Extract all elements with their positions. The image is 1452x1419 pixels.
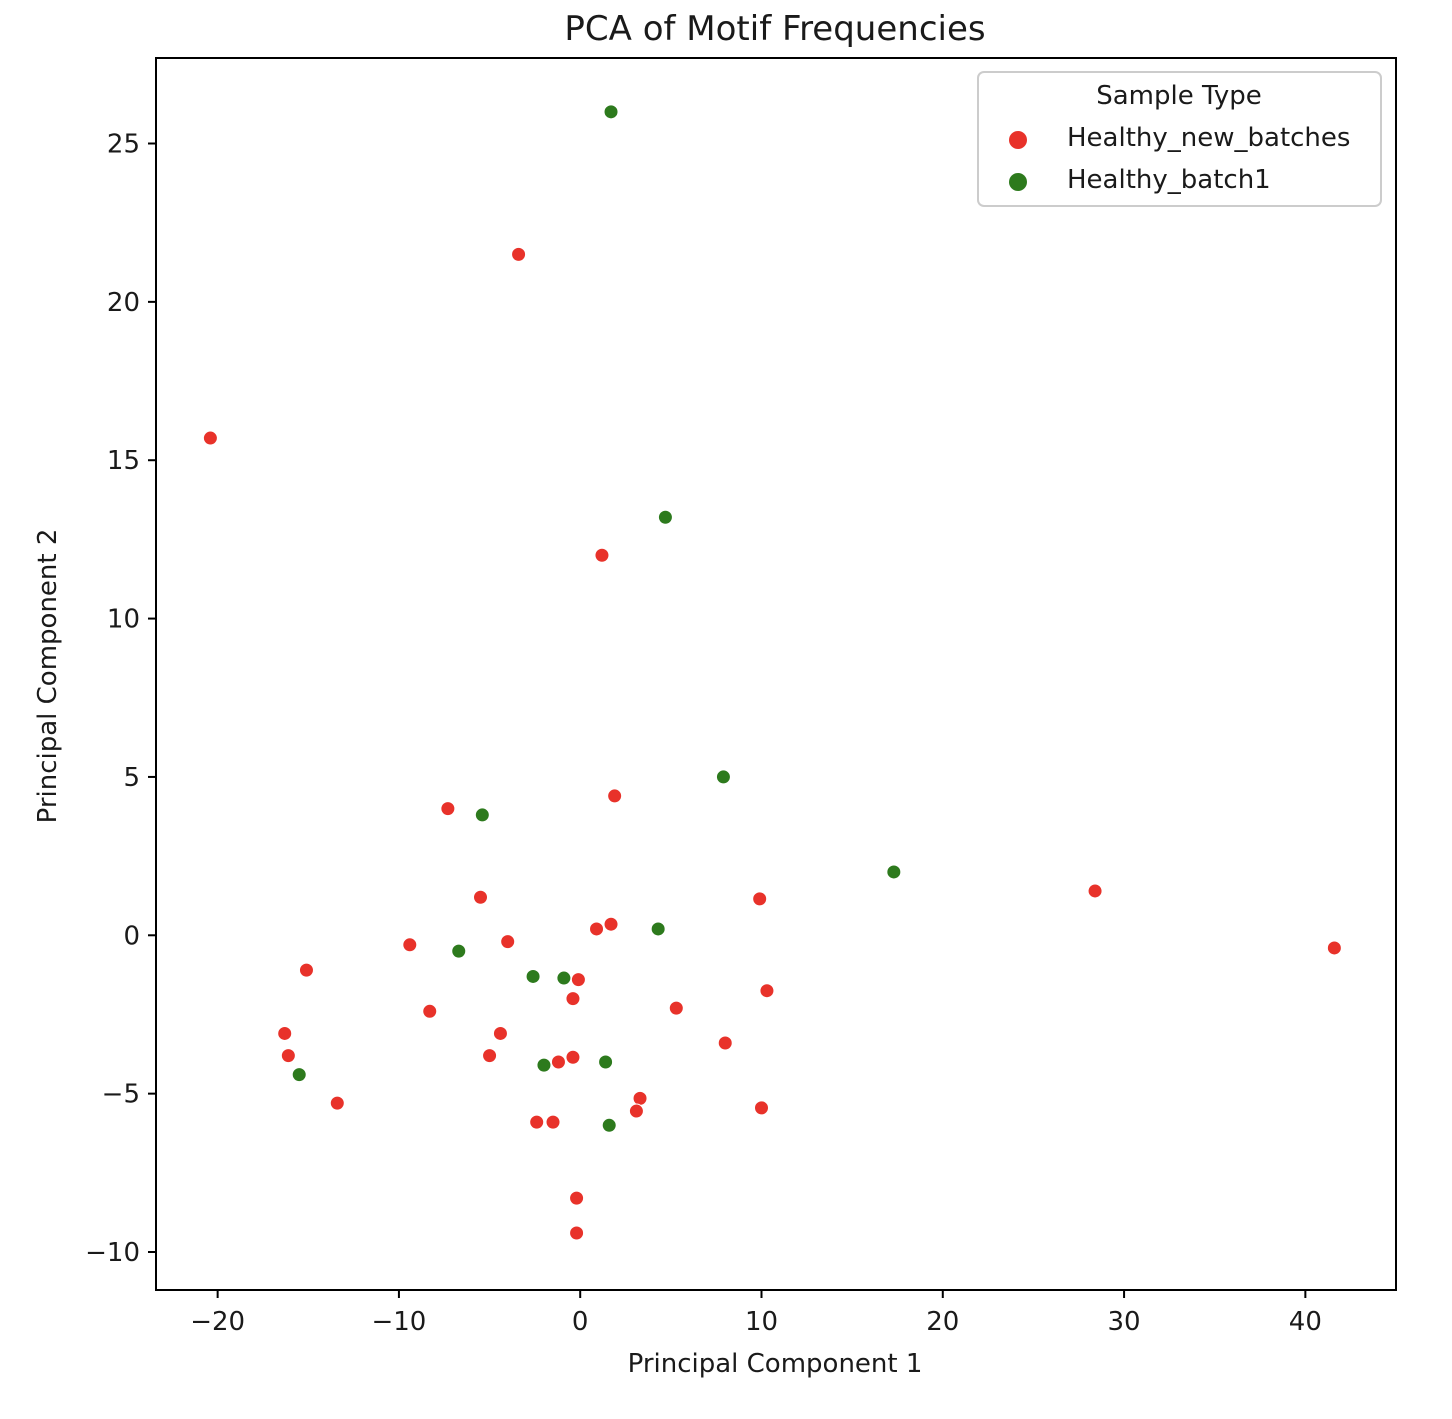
legend: Sample Type Healthy_new_batches Healthy_… <box>977 71 1382 207</box>
point-healthy-new-batches <box>529 1114 545 1130</box>
point-healthy-batch1 <box>474 807 490 823</box>
y-tick-label: 10 <box>107 605 140 635</box>
point-healthy-new-batches <box>440 801 456 817</box>
y-tick-label: −10 <box>85 1238 140 1268</box>
x-tick-label: −10 <box>371 1307 426 1337</box>
y-tick-label: 20 <box>107 288 140 318</box>
point-healthy-new-batches <box>422 1003 438 1019</box>
point-healthy-batch1 <box>525 968 541 984</box>
y-tick-label: 25 <box>107 130 140 160</box>
x-tick-label: 30 <box>1108 1307 1141 1337</box>
point-healthy-new-batches <box>607 788 623 804</box>
point-healthy-new-batches <box>329 1095 345 1111</box>
legend-label-healthy-batch1: Healthy_batch1 <box>1067 165 1271 195</box>
point-healthy-new-batches <box>473 889 489 905</box>
point-healthy-batch1 <box>536 1057 552 1073</box>
point-healthy-new-batches <box>668 1000 684 1016</box>
point-healthy-batch1 <box>291 1067 307 1083</box>
point-healthy-new-batches <box>603 916 619 932</box>
point-healthy-new-batches <box>280 1048 296 1064</box>
chart-title: PCA of Motif Frequencies <box>564 9 985 49</box>
point-healthy-new-batches <box>482 1048 498 1064</box>
point-healthy-new-batches <box>569 1190 585 1206</box>
point-healthy-new-batches <box>1087 883 1103 899</box>
point-healthy-new-batches <box>500 934 516 950</box>
point-healthy-batch1 <box>650 921 666 937</box>
point-healthy-batch1 <box>715 769 731 785</box>
plot-frame <box>155 57 1397 1291</box>
y-tick-label: 15 <box>107 446 140 476</box>
point-healthy-batch1 <box>451 943 467 959</box>
y-axis-ticks: −10 −5 0 5 10 15 20 25 <box>85 130 156 1268</box>
point-healthy-new-batches <box>565 1049 581 1065</box>
legend-label-healthy-new-batches: Healthy_new_batches <box>1067 123 1350 153</box>
point-healthy-new-batches <box>589 921 605 937</box>
point-healthy-new-batches <box>277 1025 293 1041</box>
y-tick-label: −5 <box>102 1080 140 1110</box>
point-healthy-new-batches <box>492 1025 508 1041</box>
x-axis-label: Principal Component 1 <box>628 1349 923 1379</box>
point-healthy-new-batches <box>628 1103 644 1119</box>
point-healthy-new-batches <box>632 1090 648 1106</box>
x-tick-label: 0 <box>572 1307 589 1337</box>
point-healthy-new-batches <box>511 246 527 262</box>
point-healthy-new-batches <box>545 1114 561 1130</box>
point-healthy-new-batches <box>569 1225 585 1241</box>
point-healthy-batch1 <box>603 104 619 120</box>
point-healthy-batch1 <box>657 509 673 525</box>
point-healthy-new-batches <box>594 547 610 563</box>
point-healthy-batch1 <box>601 1117 617 1133</box>
point-healthy-new-batches <box>570 972 586 988</box>
x-tick-label: 20 <box>926 1307 959 1337</box>
y-axis-label: Principal Component 2 <box>33 529 63 824</box>
y-tick-label: 0 <box>123 921 140 951</box>
x-axis-ticks: −20 −10 0 10 20 30 40 <box>190 1290 1322 1337</box>
point-healthy-new-batches <box>753 1100 769 1116</box>
point-healthy-new-batches <box>759 983 775 999</box>
point-healthy-batch1 <box>598 1054 614 1070</box>
point-healthy-new-batches <box>550 1054 566 1070</box>
point-healthy-new-batches <box>1326 940 1342 956</box>
point-healthy-new-batches <box>402 937 418 953</box>
x-tick-label: 40 <box>1289 1307 1322 1337</box>
point-healthy-new-batches <box>717 1035 733 1051</box>
point-healthy-batch1 <box>556 970 572 986</box>
point-healthy-new-batches <box>202 430 218 446</box>
point-healthy-new-batches <box>752 891 768 907</box>
legend-marker-healthy-new-batches <box>1009 131 1027 149</box>
legend-box <box>977 71 1382 207</box>
point-healthy-new-batches <box>565 991 581 1007</box>
point-healthy-new-batches <box>298 962 314 978</box>
y-tick-label: 5 <box>123 763 140 793</box>
points-layer <box>202 104 1342 1241</box>
legend-marker-healthy-batch1 <box>1009 173 1027 191</box>
point-healthy-batch1 <box>886 864 902 880</box>
x-tick-label: −20 <box>190 1307 245 1337</box>
x-tick-label: 10 <box>745 1307 778 1337</box>
legend-title: Sample Type <box>1096 81 1261 111</box>
